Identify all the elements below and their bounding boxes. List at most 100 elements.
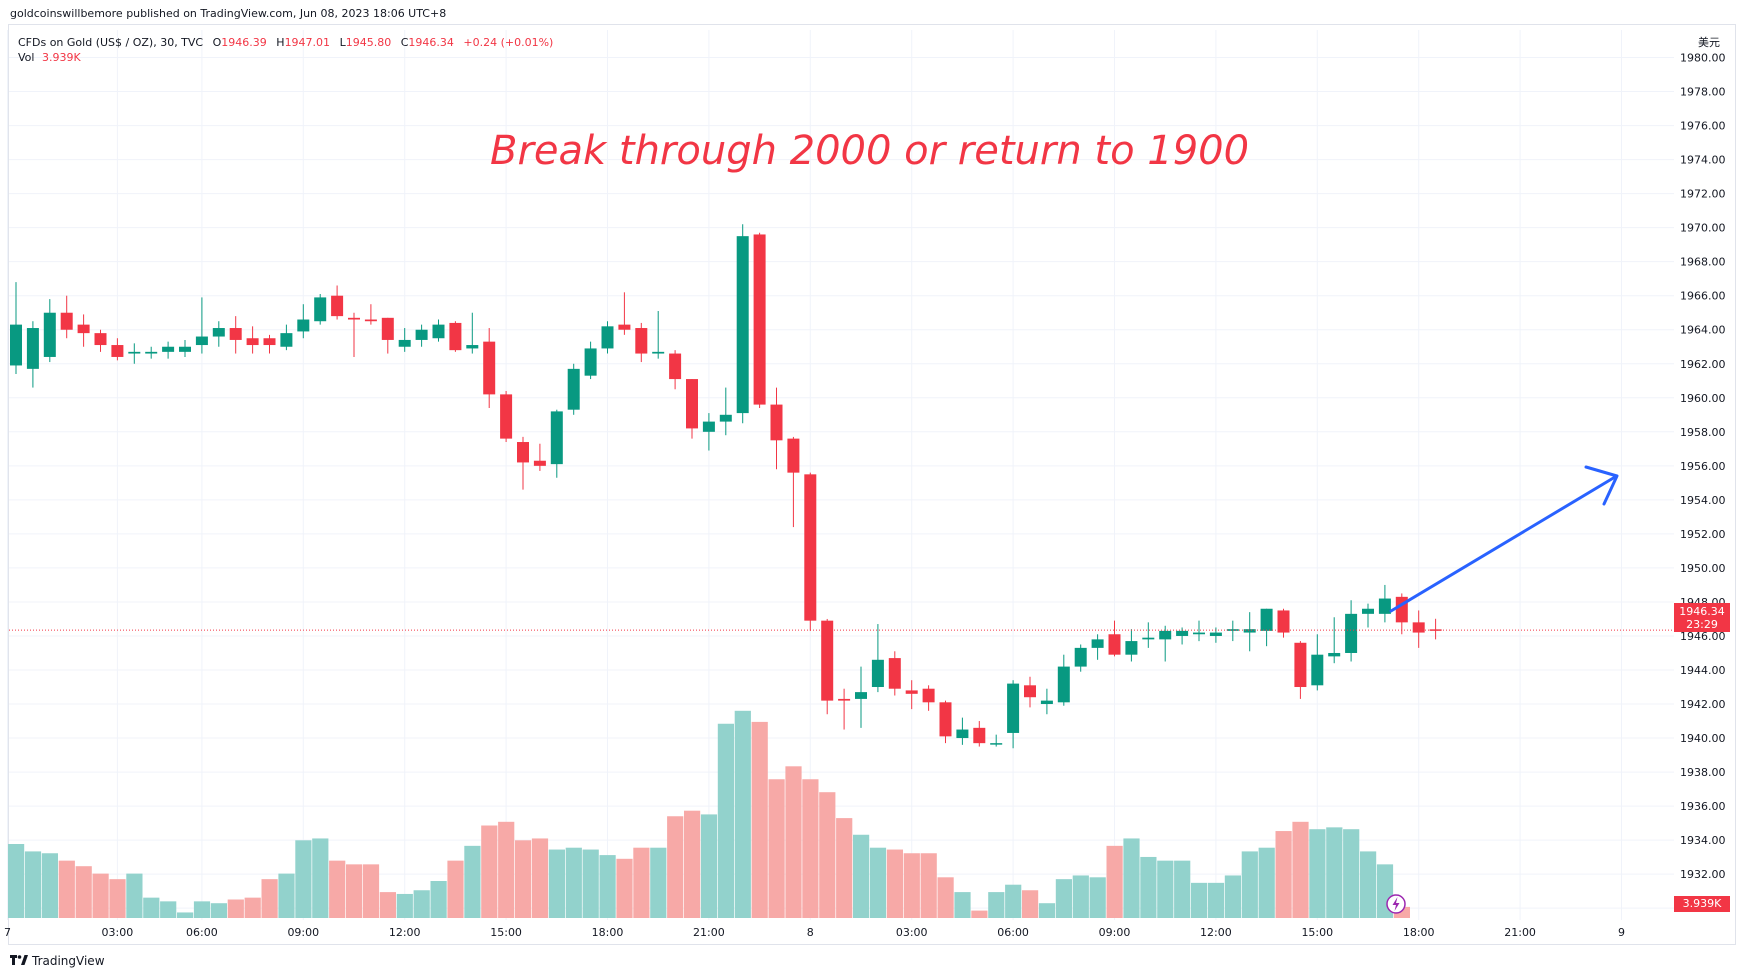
candle-body	[550, 411, 563, 465]
volume-bar	[869, 847, 887, 918]
volume-bar	[1005, 884, 1022, 918]
high-value: 1947.01	[284, 36, 331, 49]
volume-bar	[278, 873, 295, 918]
low-value: 1945.80	[345, 36, 392, 49]
x-tick-label: 12:00	[1200, 926, 1232, 939]
volume-bar	[988, 892, 1005, 918]
candle-body	[314, 297, 327, 322]
y-tick-label: 1932.00	[1680, 868, 1726, 881]
y-tick-label: 1934.00	[1680, 834, 1726, 847]
currency-label[interactable]: 美元	[1698, 36, 1720, 49]
candle-body	[1091, 639, 1104, 648]
candle-body	[145, 351, 158, 354]
y-tick-label: 1964.00	[1680, 324, 1726, 337]
volume-bar	[937, 877, 954, 918]
candle-body	[1176, 630, 1189, 636]
candle-body	[736, 236, 749, 414]
volume-bar	[853, 834, 870, 918]
volume-bar	[1292, 821, 1309, 918]
x-axis[interactable]: 7 03:00 06:00 09:00 12:00 15:00 18:00 21:00 8 03:…	[4, 926, 1625, 939]
open-label: O	[212, 36, 222, 49]
last-volume-badge: 3.939K	[1674, 896, 1730, 912]
candle-body	[1108, 634, 1121, 655]
trend-arrow[interactable]	[1389, 465, 1619, 613]
volume-bar	[227, 899, 244, 918]
candle-body	[584, 348, 597, 376]
volume-bar	[582, 849, 599, 918]
candle-body	[601, 326, 614, 349]
volume-bar	[447, 860, 464, 918]
candle-body	[821, 620, 834, 701]
volume-bar	[210, 903, 227, 918]
candle-body	[94, 333, 107, 346]
y-tick-label: 1956.00	[1680, 460, 1726, 473]
high-label: H	[276, 36, 285, 49]
volume-bar	[802, 779, 819, 918]
volume-bar	[903, 853, 920, 918]
y-tick-label: 1980.00	[1680, 52, 1726, 65]
volume-bar	[329, 860, 346, 918]
candle-body	[415, 329, 428, 340]
volume-bar	[58, 860, 75, 918]
chart-legend: CFDs on Gold (US$ / OZ), 30, TVC O1946.3…	[18, 35, 559, 65]
candles	[10, 224, 1442, 749]
volume-bar	[1157, 860, 1174, 918]
volume-bar	[261, 879, 278, 918]
trend-arrow-line	[1389, 475, 1617, 613]
x-tick-label: 9	[1618, 926, 1625, 939]
chart-annotation-title[interactable]: Break through 2000 or return to 1900	[490, 128, 1250, 174]
volume-bar	[515, 840, 532, 918]
x-tick-label: 18:00	[592, 926, 624, 939]
volume-bar	[109, 879, 126, 918]
tradingview-footer[interactable]: TradingView	[10, 954, 105, 968]
y-tick-label: 1968.00	[1680, 256, 1726, 269]
tradingview-logo-icon	[10, 954, 28, 968]
candle-body	[179, 346, 191, 352]
open-value: 1946.39	[221, 36, 267, 49]
last-price-badge: 1946.34 23:29	[1674, 603, 1730, 632]
volume-bar	[464, 845, 481, 918]
volume-bar	[1258, 847, 1275, 918]
x-tick-label: 15:00	[1301, 926, 1333, 939]
y-tick-label: 1978.00	[1680, 86, 1726, 99]
low-label: L	[339, 36, 346, 49]
y-axis[interactable]: 1980.00 1978.00 1976.00 1974.00 1972.00 1970.…	[1680, 52, 1726, 916]
lightning-icon[interactable]	[1386, 894, 1406, 914]
volume-bar	[8, 844, 25, 918]
symbol-label[interactable]: CFDs on Gold (US$ / OZ), 30, TVC	[18, 36, 204, 49]
volume-bar	[650, 847, 667, 918]
tradingview-brand: TradingView	[32, 954, 105, 968]
change-value: +0.24 (+0.01%)	[463, 36, 554, 49]
volume-bar	[565, 847, 582, 918]
x-tick-label: 18:00	[1403, 926, 1435, 939]
volume-bar	[1275, 831, 1292, 918]
candle-body	[263, 338, 276, 346]
volume-bar	[244, 897, 261, 918]
candle-body	[1260, 608, 1273, 631]
volume-bar	[633, 847, 650, 918]
y-tick-label: 1966.00	[1680, 290, 1726, 303]
volume-bar	[1106, 845, 1123, 918]
candle-body	[229, 328, 242, 340]
volume-value: 3.939K	[41, 51, 81, 64]
candle-body	[1057, 666, 1070, 703]
volume-bar	[312, 838, 329, 918]
volume-bar	[1309, 829, 1326, 918]
candle-body	[855, 692, 867, 699]
bar-countdown: 23:29	[1686, 618, 1718, 631]
candle-body	[1074, 647, 1087, 667]
candle-body	[1277, 610, 1290, 633]
candle-body	[26, 328, 39, 369]
candle-body	[618, 324, 631, 330]
y-tick-label: 1944.00	[1680, 664, 1726, 677]
y-tick-label: 1950.00	[1680, 562, 1726, 575]
y-tick-label: 1972.00	[1680, 188, 1726, 201]
y-tick-label: 1940.00	[1680, 732, 1726, 745]
y-tick-label: 1976.00	[1680, 120, 1726, 133]
candle-body	[77, 324, 90, 334]
volume-bar	[379, 892, 396, 918]
y-tick-label: 1954.00	[1680, 494, 1726, 507]
volume-bar	[886, 849, 903, 918]
volume-bar	[684, 810, 701, 918]
